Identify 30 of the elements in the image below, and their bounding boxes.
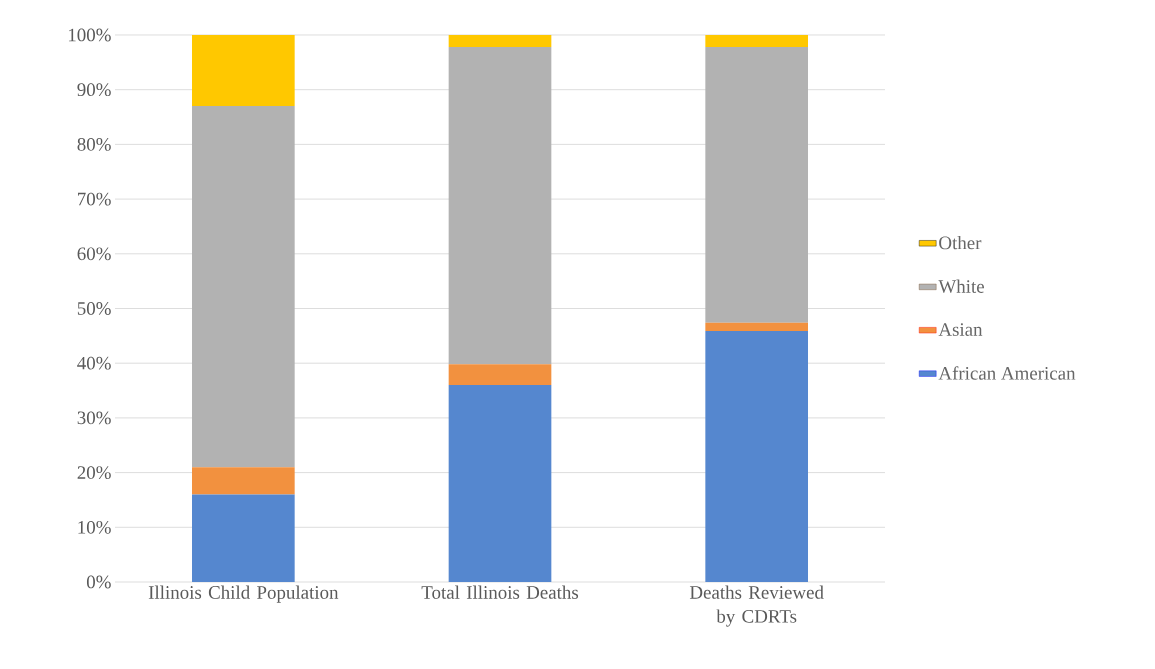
y-tick-label: 80% [77,137,111,151]
legend-label: Other [939,235,982,250]
bar [448,364,552,386]
bar [705,34,808,48]
y-tick-label: 60% [77,247,111,261]
y-tick-label: 10% [78,520,111,534]
bar [448,34,552,48]
y-tick-label: 100% [68,28,111,42]
bar [192,106,295,468]
y-tick-label: 90% [77,83,111,97]
bar [192,34,295,107]
y-tick-label: 40% [77,356,111,370]
bar [705,322,808,331]
x-tick-label: Illinois Child Population [148,585,339,603]
bar [192,494,295,582]
y-tick-label: 20% [77,466,111,480]
bar [705,330,808,582]
legend-label: African American [938,366,1076,380]
y-tick-label: 30% [77,411,111,425]
bar [705,47,808,323]
legend-label: White [938,279,984,293]
x-tick-label: Deaths Reviewed by CDRTs [689,585,824,627]
y-tick-label: 50% [77,302,111,315]
x-tick-label: Total Illinois Deaths [421,585,579,599]
y-tick-label: 70% [78,192,111,206]
bar [448,385,552,582]
bar [192,467,295,495]
bar [448,47,552,365]
legend-label: Asian [938,323,983,336]
y-tick-label: 0% [86,575,111,589]
